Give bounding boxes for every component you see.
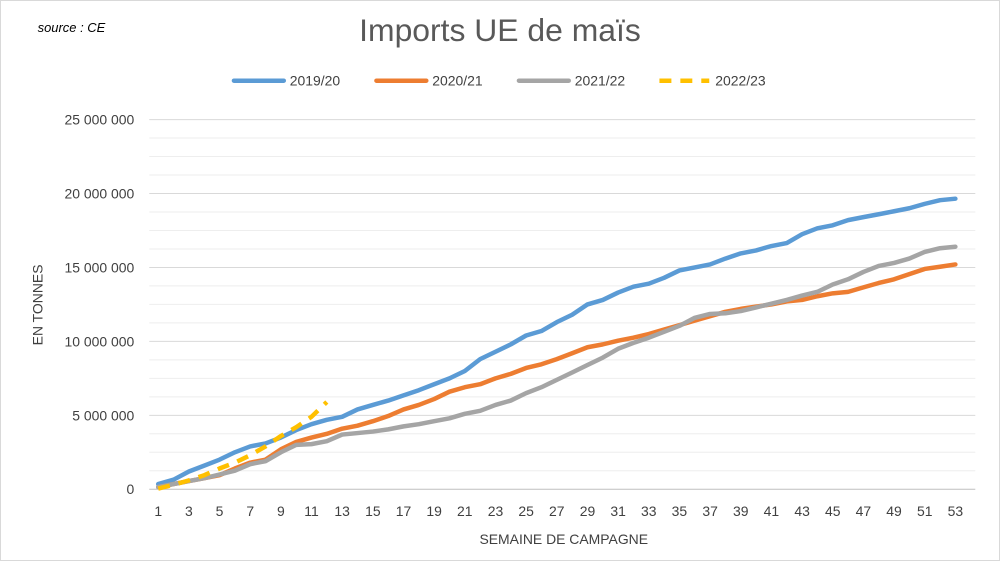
- x-tick-label: 9: [277, 503, 285, 519]
- x-tick-label: 25: [518, 503, 534, 519]
- y-tick-label: 5 000 000: [72, 407, 134, 423]
- x-tick-label: 3: [185, 503, 193, 519]
- x-tick-label: 53: [948, 503, 964, 519]
- y-tick-label: 0: [127, 481, 135, 497]
- x-tick-label: 39: [733, 503, 749, 519]
- x-tick-label: 31: [610, 503, 626, 519]
- x-axis-ticks: 1 3 5 7 9 11 13 15 17 19 21 23 25 27 29 31 33 35 37 39 41 43 4…: [154, 503, 963, 519]
- x-tick-label: 45: [825, 503, 841, 519]
- legend-label: 2019/20: [290, 73, 341, 89]
- y-tick-label: 20 000 000: [65, 185, 135, 201]
- x-tick-label: 11: [304, 503, 319, 519]
- gridlines: [149, 119, 976, 472]
- x-tick-label: 37: [702, 503, 718, 519]
- y-tick-label: 15 000 000: [65, 259, 135, 275]
- series-line-2020-21: [155, 262, 958, 490]
- source-note: source : CE: [38, 20, 106, 35]
- x-tick-label: 41: [764, 503, 780, 519]
- x-tick-label: 29: [580, 503, 596, 519]
- series-line-2022-23: [157, 400, 329, 491]
- series-line-2019-20: [155, 196, 958, 487]
- x-tick-label: 33: [641, 503, 657, 519]
- x-tick-label: 5: [216, 503, 224, 519]
- x-tick-label: 15: [365, 503, 381, 519]
- legend: 2019/20 2020/21 2021/22 2022/23: [231, 73, 766, 89]
- legend-label: 2020/21: [432, 73, 483, 89]
- x-tick-label: 21: [457, 503, 473, 519]
- x-tick-label: 51: [917, 503, 933, 519]
- x-tick-label: 7: [246, 503, 254, 519]
- x-tick-label: 47: [856, 503, 872, 519]
- y-tick-label: 10 000 000: [65, 333, 135, 349]
- x-tick-label: 1: [154, 503, 162, 519]
- y-tick-label: 25 000 000: [65, 112, 135, 128]
- x-tick-label: 17: [396, 503, 412, 519]
- y-axis-label: EN TONNES: [30, 265, 46, 346]
- series-line-2021-22: [155, 244, 958, 490]
- x-tick-label: 43: [794, 503, 810, 519]
- x-tick-label: 19: [426, 503, 442, 519]
- x-axis-label: SEMAINE DE CAMPAGNE: [479, 531, 648, 547]
- x-tick-label: 13: [334, 503, 350, 519]
- legend-label: 2022/23: [715, 73, 766, 89]
- y-axis-ticks: 0 5 000 000 10 000 000 15 000 000 20 000 000…: [65, 112, 135, 498]
- x-tick-label: 49: [886, 503, 902, 519]
- x-tick-label: 23: [488, 503, 504, 519]
- chart-title: Imports UE de maïs: [359, 12, 641, 48]
- x-tick-label: 35: [672, 503, 688, 519]
- legend-label: 2021/22: [575, 73, 626, 89]
- x-tick-label: 27: [549, 503, 565, 519]
- series-lines: [155, 196, 958, 491]
